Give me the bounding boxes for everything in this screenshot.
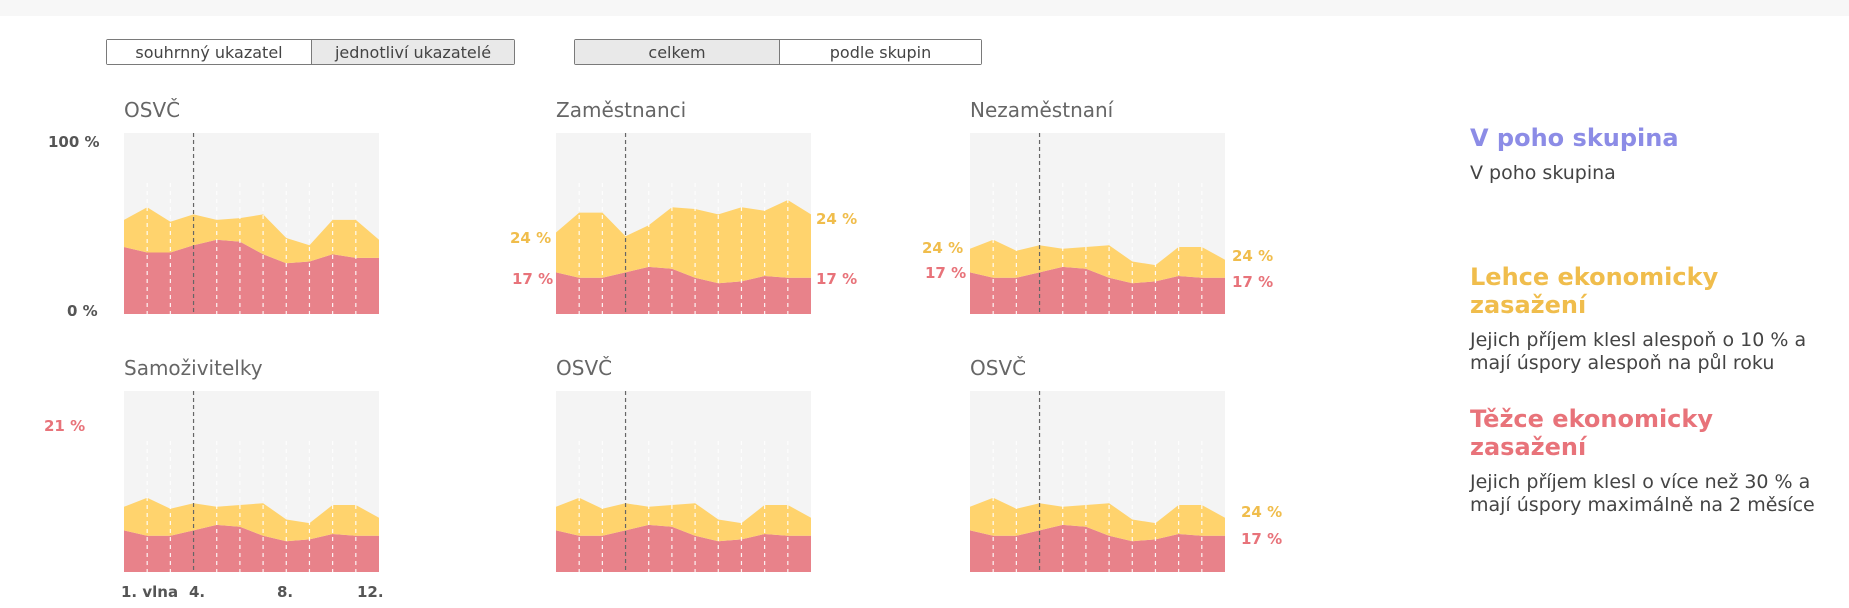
indicator-toggle: souhrnný ukazatel jednotliví ukazatelé [106,39,515,65]
toggle-celkem[interactable]: celkem [575,40,779,64]
area-series-lehce-zamestnanci [556,200,811,284]
legend-title-lehce: Lehce ekonomicky zasažení [1470,263,1719,319]
label-zamestnanci-end-yellow: 24 % [816,210,858,228]
area-chart-zamestnanci [556,133,811,314]
legend-title-tezce: Těžce ekonomicky zasažení [1470,405,1714,461]
x-tick-8: 8. [277,583,294,601]
legend-item-lehce: Lehce ekonomicky zasažení Jejich příjem … [1470,263,1849,375]
area-series-tezce-osvc-3 [970,524,1225,572]
panel-title-samozivitelky: Samoživitelky [124,356,263,380]
label-nezamestnani-start-red: 17 % [925,264,967,282]
area-series-tezce-nezamestnani [970,266,1225,314]
x-tick-12: 12. [357,583,384,601]
area-chart-osvc-3 [970,391,1225,572]
label-nezamestnani-start-yellow: 24 % [922,239,964,257]
area-series-lehce-nezamestnani [970,239,1225,284]
legend-desc-lehce: Jejich příjem klesl alespoň o 10 % a maj… [1470,329,1807,374]
area-series-tezce-samozivitelky [124,524,379,572]
legend-desc-v-poho: V poho skupina [1470,162,1616,184]
legend-item-tezce: Těžce ekonomicky zasažení Jejich příjem … [1470,405,1849,517]
area-series-lehce-osvc-3 [970,497,1225,542]
panel-title-zamestnanci: Zaměstnanci [556,98,687,122]
toggle-souhrnny-ukazatel[interactable]: souhrnný ukazatel [107,40,311,64]
label-zamestnanci-end-red: 17 % [816,270,858,288]
legend-desc-tezce: Jejich příjem klesl o více než 30 % a ma… [1470,471,1815,516]
area-series-tezce-osvc-2 [556,524,811,572]
area-series-tezce-zamestnanci [556,266,811,314]
legend-item-v-poho: V poho skupina V poho skupina [1470,124,1849,185]
top-strip [0,0,1849,16]
area-chart-osvc-2 [556,391,811,572]
area-chart-osvc-1 [124,133,379,314]
x-tick-1: 1. vlna [121,583,179,601]
area-series-lehce-samozivitelky [124,497,379,542]
area-chart-nezamestnani [970,133,1225,314]
y-tick-100: 100 % [48,133,100,151]
label-nezamestnani-end-red: 17 % [1232,273,1274,291]
panel-title-osvc-1: OSVČ [124,98,181,122]
toggle-jednotlivi-ukazatele[interactable]: jednotliví ukazatelé [311,40,514,64]
label-zamestnanci-start-red: 17 % [512,270,554,288]
label-zamestnanci-start-yellow: 24 % [510,229,552,247]
label-nezamestnani-end-yellow: 24 % [1232,247,1274,265]
x-tick-4: 4. [189,583,206,601]
y-tick-0: 0 % [67,302,98,320]
area-series-lehce-osvc-1 [124,207,379,264]
grouping-toggle: celkem podle skupin [574,39,982,65]
label-samozivitelky-side: 21 % [44,417,86,435]
area-series-lehce-osvc-2 [556,497,811,542]
panel-title-osvc-2: OSVČ [556,356,613,380]
panel-title-osvc-3: OSVČ [970,356,1027,380]
area-series-tezce-osvc-1 [124,239,379,314]
panel-title-nezamestnani: Nezaměstnaní [970,98,1114,122]
label-osvc-3-end-yellow: 24 % [1241,503,1283,521]
label-osvc-3-end-red: 17 % [1241,530,1283,548]
legend-title-v-poho: V poho skupina [1470,124,1679,152]
toggle-podle-skupin[interactable]: podle skupin [779,40,981,64]
area-chart-samozivitelky [124,391,379,572]
